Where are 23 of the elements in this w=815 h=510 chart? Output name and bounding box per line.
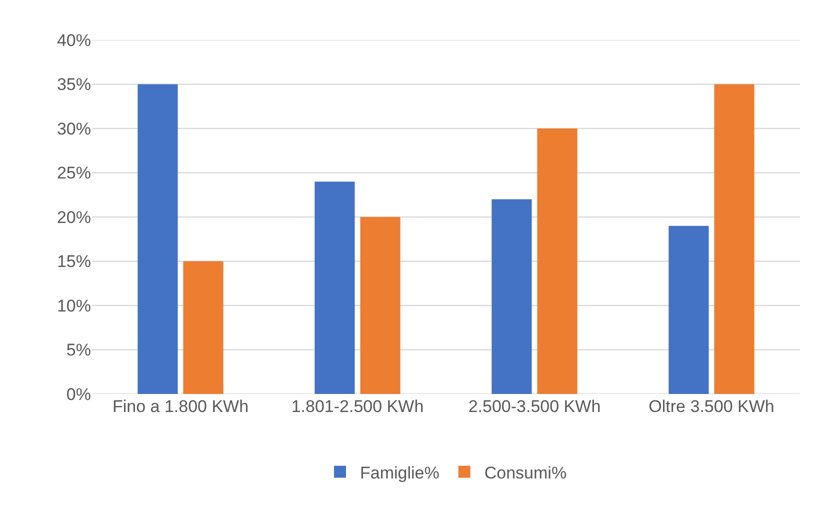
bar — [714, 84, 754, 394]
bar — [138, 84, 178, 394]
y-tick-label: 15% — [56, 252, 91, 272]
y-tick-label: 25% — [56, 164, 91, 183]
bar — [183, 261, 224, 394]
legend-label: Famiglie% — [360, 463, 440, 482]
y-tick-label: 20% — [56, 208, 91, 227]
y-tick-label: 5% — [66, 340, 91, 360]
bar — [360, 217, 400, 394]
y-tick-label: 0% — [66, 384, 91, 404]
x-tick-label: Oltre 3.500 KWh — [648, 397, 774, 416]
bar — [492, 199, 532, 394]
x-tick-label: Fino a 1.800 KWh — [112, 397, 249, 416]
y-tick-label: 10% — [56, 296, 91, 316]
y-tick-label: 35% — [56, 75, 91, 94]
x-tick-label: 2.500-3.500 KWh — [468, 397, 601, 416]
x-tick-label: 1.801-2.500 KWh — [291, 397, 424, 416]
bar — [537, 128, 578, 394]
legend-label: Consumi% — [484, 463, 567, 482]
bar — [668, 226, 709, 394]
y-tick-label: 30% — [56, 119, 91, 138]
bar — [314, 182, 355, 394]
y-tick-label: 40% — [56, 30, 91, 50]
